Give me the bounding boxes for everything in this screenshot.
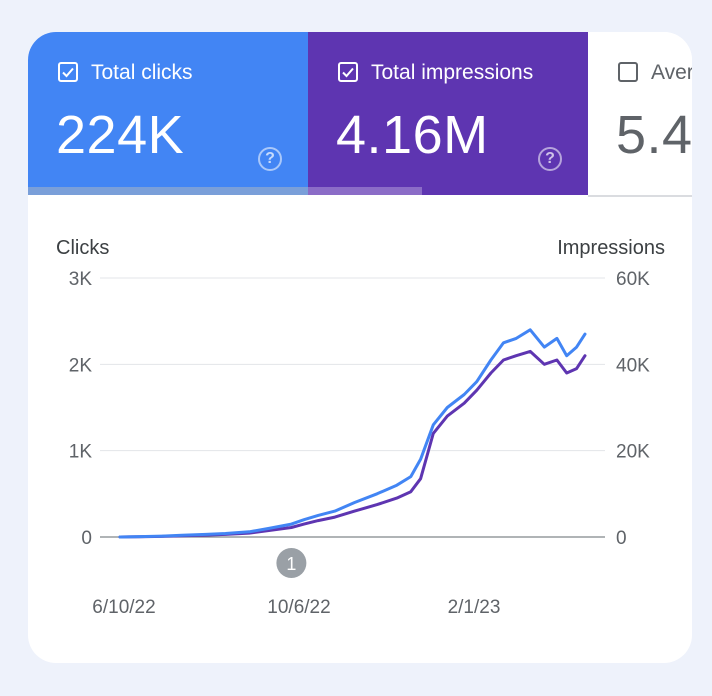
y-tick-label-left: 1K: [69, 442, 93, 463]
y-tick-label-left: 2K: [69, 355, 93, 376]
total-clicks-value: 224K: [56, 105, 185, 165]
total-impressions-value: 4.16M: [336, 105, 489, 165]
average-position-label: Aver: [651, 61, 692, 84]
help-circle-icon[interactable]: ?: [258, 147, 282, 171]
checkbox-icon[interactable]: [618, 62, 638, 82]
y-tick-label-left: 3K: [69, 269, 93, 290]
y-tick-label-right: 40K: [616, 355, 650, 376]
total-clicks-label: Total clicks: [91, 61, 193, 84]
divider: [588, 195, 692, 197]
selected-indicator: [28, 187, 308, 195]
help-circle-icon[interactable]: ?: [538, 147, 562, 171]
series-line-impressions: [118, 349, 587, 539]
average-position-metric[interactable]: Aver 5.4: [588, 32, 692, 195]
y-tick-label-left: 0: [81, 528, 92, 549]
total-clicks-metric[interactable]: Total clicks 224K ?: [28, 32, 308, 195]
annotation-marker: [276, 548, 307, 578]
total-impressions-label: Total impressions: [371, 61, 534, 84]
line-chart: 0 0 1K 20K 2K 40K 3K 60K 6/10/22 10/6/22 2/1/23 1: [69, 269, 650, 618]
y-tick-label-right: 0: [616, 528, 627, 549]
selected-indicator: [308, 187, 422, 195]
checkbox-icon[interactable]: [338, 62, 358, 82]
right-axis-title: Impressions: [557, 237, 665, 259]
annotation-label: 1: [286, 554, 296, 574]
y-tick-label-right: 20K: [616, 442, 650, 463]
performance-card: Total clicks 224K ? Total impressions 4.…: [28, 32, 692, 663]
series-line-clicks: [118, 328, 587, 539]
left-axis-title: Clicks: [56, 237, 110, 259]
x-tick-label: 2/1/23: [448, 597, 501, 618]
x-tick-label: 6/10/22: [92, 597, 155, 618]
x-tick-label: 10/6/22: [267, 597, 330, 618]
checkbox-icon[interactable]: [58, 62, 78, 82]
y-tick-label-right: 60K: [616, 269, 650, 290]
total-impressions-metric[interactable]: Total impressions 4.16M ?: [308, 32, 588, 195]
average-position-value: 5.4: [616, 105, 692, 165]
